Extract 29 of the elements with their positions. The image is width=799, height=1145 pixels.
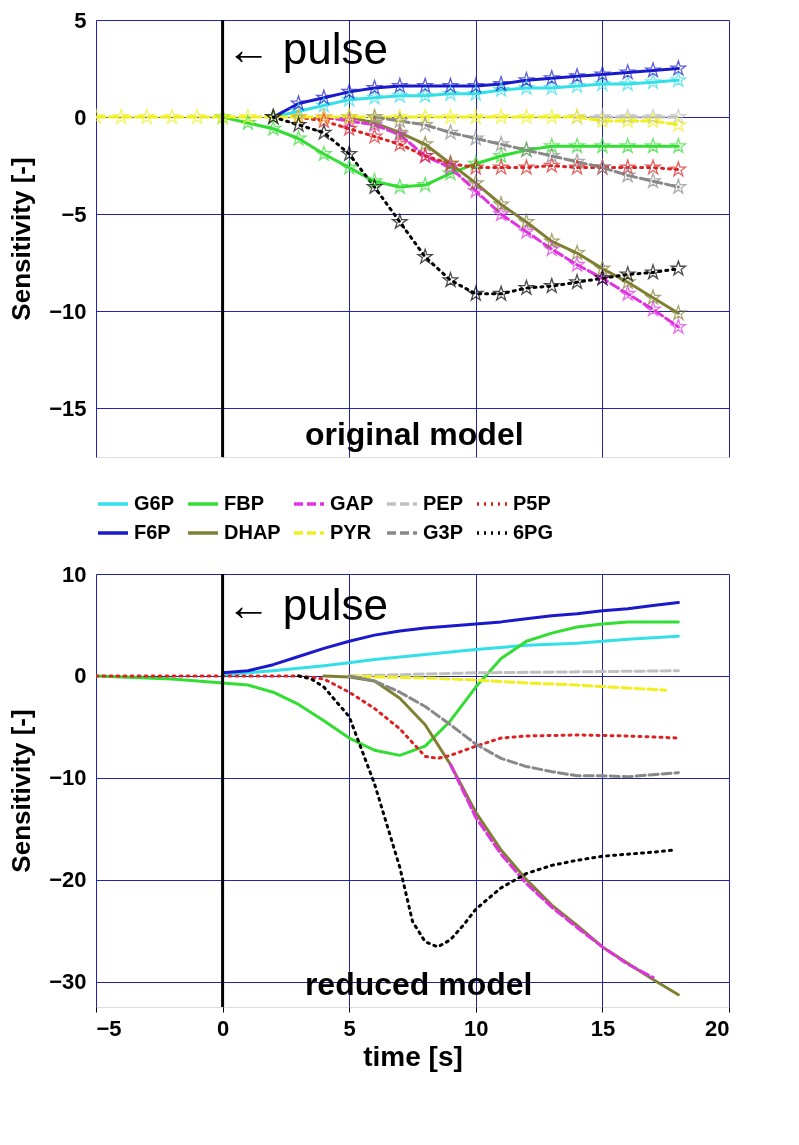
legend-label: F6P: [134, 521, 171, 543]
legend-label: GAP: [330, 492, 374, 514]
y-tick-label: 0: [74, 104, 87, 130]
legend-label: 6PG: [513, 521, 554, 543]
x-tick-label: 0: [216, 1015, 230, 1041]
y-axis-title: Sensitivity [-]: [6, 709, 37, 873]
y-tick-label: −20: [49, 867, 87, 893]
x-tick-label: 20: [705, 1015, 730, 1041]
y-tick-label: −5: [61, 201, 87, 227]
legend-label: P5P: [513, 492, 551, 514]
x-tick-label: 15: [590, 1015, 616, 1041]
legend-label: FBP: [224, 492, 264, 514]
legend-label: G6P: [134, 492, 175, 514]
legend-label: DHAP: [224, 521, 281, 543]
y-tick-label: 10: [62, 561, 87, 587]
y-tick-label: −10: [49, 298, 87, 324]
y-tick-label: 5: [74, 7, 87, 33]
y-axis-title: Sensitivity [-]: [6, 157, 37, 321]
y-tick-label: 0: [74, 663, 87, 689]
x-tick-label: 5: [343, 1015, 356, 1041]
x-tick-label: −5: [96, 1015, 122, 1041]
y-tick-label: −10: [49, 765, 87, 791]
y-tick-label: −30: [49, 969, 87, 995]
legend-label: PYR: [330, 521, 372, 543]
y-tick-label: −15: [49, 395, 87, 421]
x-tick-label: 10: [464, 1015, 489, 1041]
legend-label: G3P: [423, 521, 464, 543]
x-axis-title: time [s]: [363, 1040, 463, 1072]
legend-label: PEP: [423, 492, 464, 514]
